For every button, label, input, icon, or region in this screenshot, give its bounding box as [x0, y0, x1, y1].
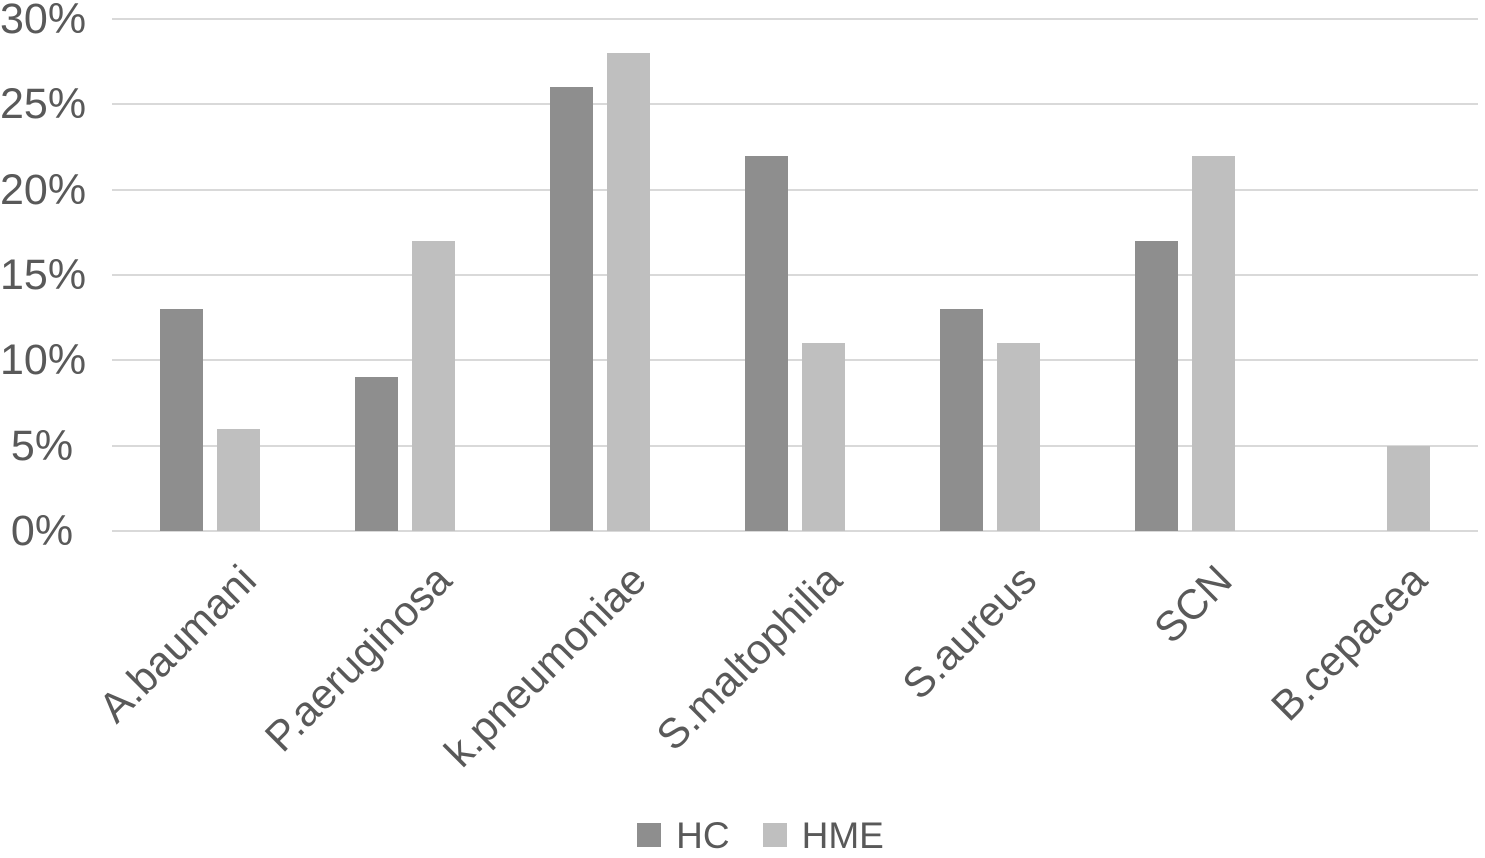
bar-hc-k-pneumoniae	[550, 87, 593, 531]
legend-entry-hc: HC	[637, 814, 730, 856]
bar-hc-s-maltophilia	[745, 156, 788, 531]
y-axis-tick-label: 10%	[0, 336, 87, 384]
legend-label: HME	[801, 814, 884, 856]
y-axis-tick-label: 0%	[10, 507, 74, 555]
bar-hme-scn	[1192, 156, 1235, 531]
h-gridline	[112, 103, 1478, 105]
bar-hme-s-aureus	[997, 343, 1040, 531]
x-axis-category-label: S.maltophilia	[646, 555, 851, 760]
x-axis-category-label: A.baumani	[89, 555, 265, 732]
h-gridline	[112, 274, 1478, 276]
bar-hme-p-aeruginosa	[412, 241, 455, 531]
legend: HC HME	[0, 812, 1485, 858]
h-gridline	[112, 359, 1478, 361]
x-axis-category-label: SCN	[1144, 555, 1241, 652]
h-gridline	[112, 18, 1478, 20]
bar-hc-s-aureus	[940, 309, 983, 531]
x-axis-category-label: S.aureus	[893, 555, 1046, 708]
legend-entry-hme: HME	[762, 814, 884, 856]
bar-hme-b-cepacea	[1387, 446, 1430, 531]
h-gridline	[112, 530, 1478, 532]
x-axis-category-label: P.aeruginosa	[255, 555, 460, 761]
bar-hme-a-baumani	[217, 429, 260, 531]
y-axis-tick-label: 20%	[0, 166, 87, 214]
bar-hme-s-maltophilia	[802, 343, 845, 531]
h-gridline	[112, 445, 1478, 447]
y-axis-tick-label: 25%	[0, 80, 87, 128]
x-axis-category-label: k.pneumoniae	[435, 555, 655, 776]
x-axis-category-label: B.cepacea	[1261, 555, 1436, 730]
h-gridline	[112, 189, 1478, 191]
bar-hme-k-pneumoniae	[607, 53, 650, 531]
bar-hc-scn	[1135, 241, 1178, 531]
y-axis-tick-label: 30%	[0, 0, 87, 43]
bar-hc-a-baumani	[160, 309, 203, 531]
legend-swatch-hme	[762, 823, 787, 847]
y-axis-tick-label: 5%	[10, 422, 74, 470]
legend-swatch-hc	[637, 823, 662, 847]
legend-label: HC	[676, 814, 730, 856]
y-axis-tick-label: 15%	[0, 251, 87, 299]
bar-hc-p-aeruginosa	[355, 377, 398, 531]
